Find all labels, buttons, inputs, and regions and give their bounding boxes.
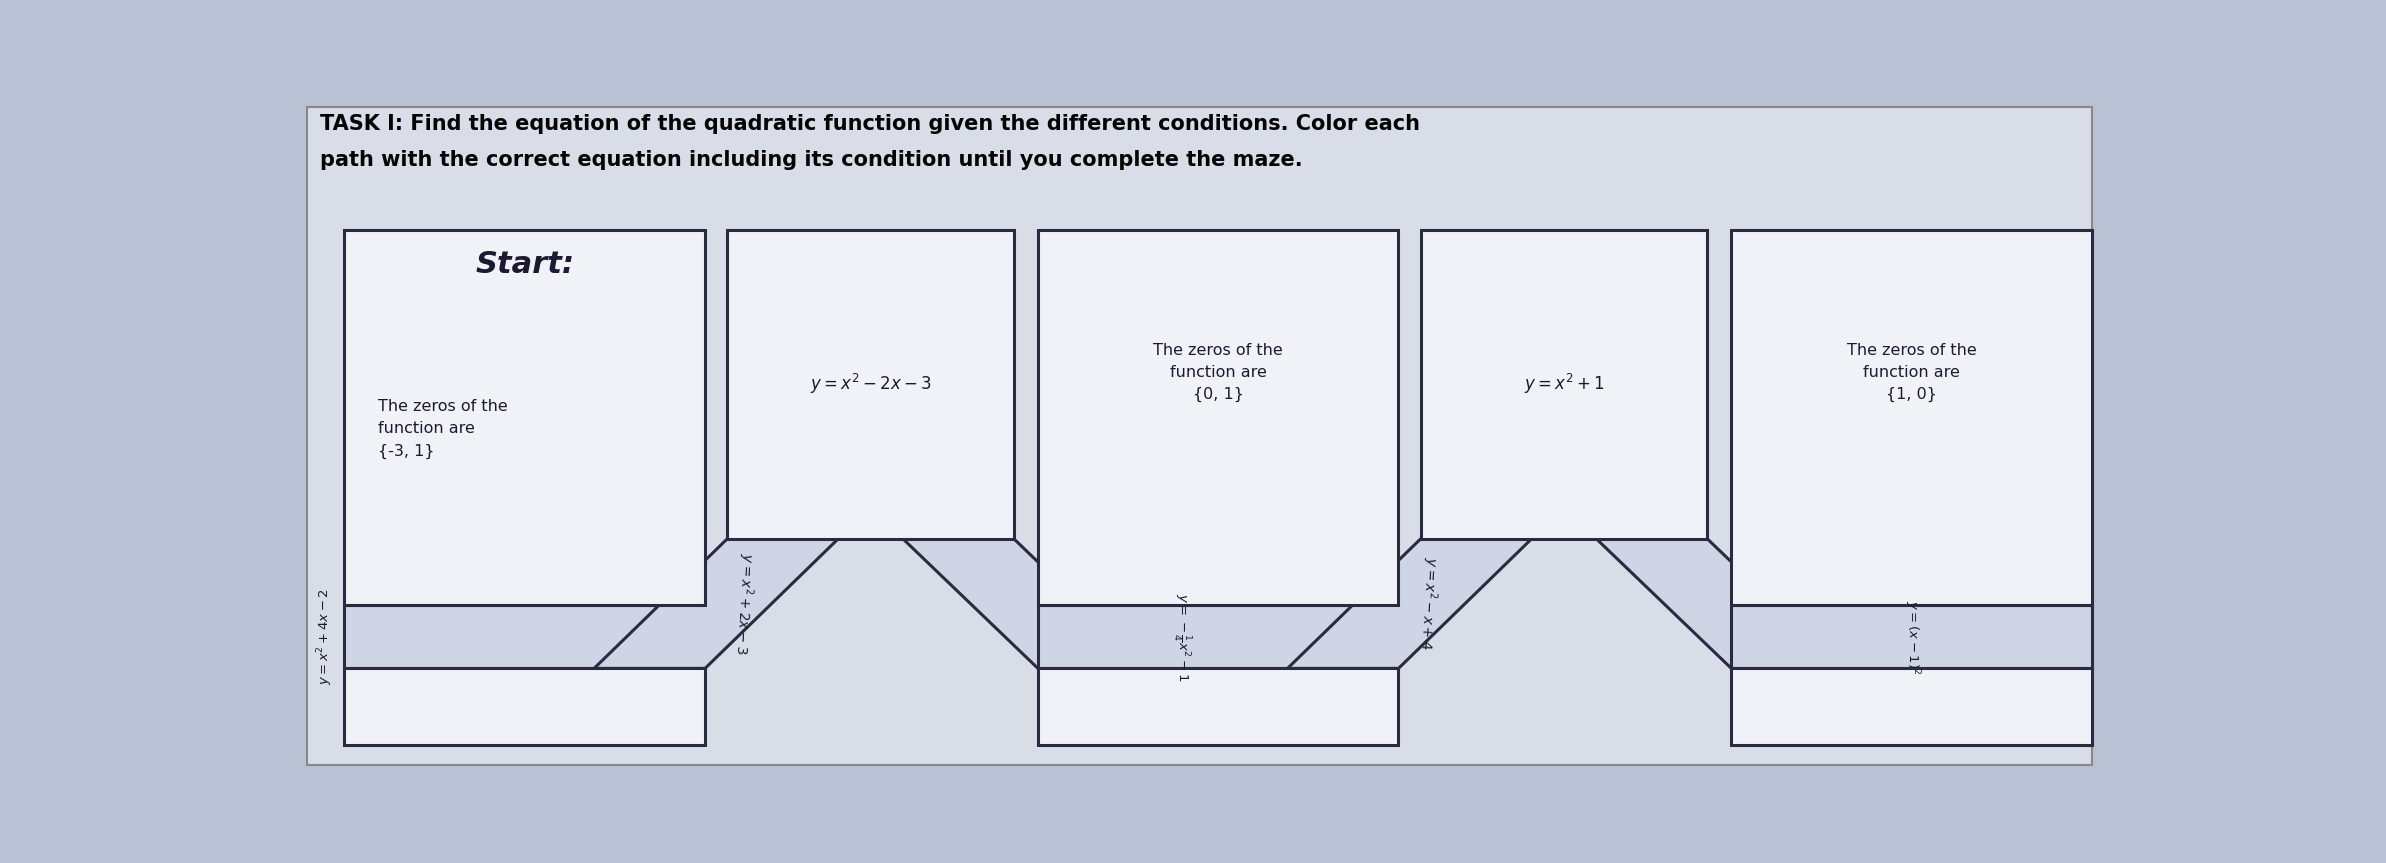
Text: TASK I: Find the equation of the quadratic function given the different conditio: TASK I: Find the equation of the quadrat… — [320, 114, 1420, 134]
Text: Start:: Start: — [475, 249, 575, 279]
Polygon shape — [1038, 605, 1398, 668]
Polygon shape — [1732, 605, 2093, 668]
Polygon shape — [594, 539, 837, 668]
Text: $y = (x-1)^2$: $y = (x-1)^2$ — [1902, 600, 1921, 674]
Text: The zeros of the
function are
{1, 0}: The zeros of the function are {1, 0} — [1847, 343, 1976, 402]
Bar — [1732, 230, 2093, 605]
Bar — [1038, 230, 1398, 605]
Bar — [344, 668, 706, 745]
Text: $y = x^2 + 4x - 2$: $y = x^2 + 4x - 2$ — [315, 589, 334, 685]
Bar — [344, 230, 706, 605]
Polygon shape — [902, 539, 1150, 668]
Bar — [1420, 230, 1708, 539]
Text: $y = x^2 + 1$: $y = x^2 + 1$ — [1525, 372, 1603, 396]
Text: $y = x^2 + 2x - 3$: $y = x^2 + 2x - 3$ — [730, 552, 759, 655]
Text: $y = x^2 - 2x - 3$: $y = x^2 - 2x - 3$ — [809, 372, 931, 396]
Polygon shape — [1596, 539, 1842, 668]
Bar — [1038, 668, 1398, 745]
Text: $y = x^2 - x + 4$: $y = x^2 - x + 4$ — [1415, 557, 1441, 651]
Polygon shape — [344, 605, 706, 668]
Bar — [1732, 668, 2093, 745]
Text: The zeros of the
function are
{0, 1}: The zeros of the function are {0, 1} — [1152, 343, 1284, 402]
Text: The zeros of the
function are
{-3, 1}: The zeros of the function are {-3, 1} — [377, 399, 508, 458]
Text: $y = -\frac{1}{4}x^2 - 1$: $y = -\frac{1}{4}x^2 - 1$ — [1169, 593, 1193, 681]
Polygon shape — [1288, 539, 1532, 668]
Text: path with the correct equation including its condition until you complete the ma: path with the correct equation including… — [320, 150, 1303, 170]
Bar — [728, 230, 1014, 539]
